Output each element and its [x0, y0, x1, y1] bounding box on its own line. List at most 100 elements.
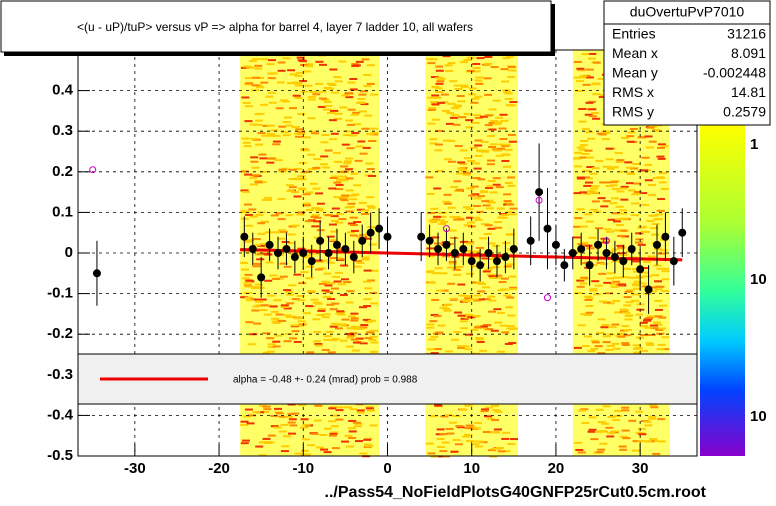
heatmap-cell — [263, 196, 272, 199]
data-point — [257, 273, 266, 282]
heatmap-cell — [349, 332, 358, 335]
heatmap-cell — [609, 184, 618, 187]
heatmap-cell — [471, 281, 480, 284]
heatmap-cell — [612, 280, 621, 283]
heatmap-cell — [502, 431, 511, 434]
heatmap-cell — [577, 177, 586, 180]
heatmap-cell — [335, 406, 344, 409]
heatmap-cell — [473, 114, 482, 117]
heatmap-cell — [317, 267, 326, 270]
heatmap-cell — [632, 260, 641, 263]
heatmap-cell — [655, 213, 664, 216]
heatmap-cell — [462, 206, 471, 209]
heatmap-cell — [362, 318, 371, 321]
heatmap-cell — [303, 204, 312, 207]
heatmap-cell — [437, 446, 446, 449]
heatmap-cell — [580, 139, 589, 142]
heatmap-cell — [357, 98, 366, 101]
heatmap-cell — [296, 213, 305, 216]
heatmap-cell — [274, 159, 283, 162]
heatmap-cell — [447, 206, 456, 209]
heatmap-cell — [254, 283, 263, 286]
heatmap-cell — [445, 427, 454, 430]
heatmap-cell — [443, 193, 452, 196]
heatmap-cell — [500, 119, 509, 122]
heatmap-cell — [252, 76, 261, 79]
heatmap-cell — [240, 217, 249, 220]
heatmap-cell — [649, 404, 658, 407]
heatmap-cell — [466, 241, 475, 244]
heatmap-cell — [493, 308, 502, 311]
heatmap-cell — [434, 267, 443, 270]
heatmap-cell — [644, 179, 653, 182]
heatmap-cell — [365, 407, 374, 410]
heatmap-cell — [466, 221, 475, 224]
heatmap-cell — [595, 227, 604, 230]
heatmap-cell — [602, 165, 611, 168]
heatmap-cell — [464, 313, 473, 316]
heatmap-cell — [475, 246, 484, 249]
x-tick-label: 20 — [548, 460, 565, 477]
heatmap-cell — [631, 293, 640, 296]
heatmap-cell — [457, 314, 466, 317]
heatmap-cell — [606, 272, 615, 275]
heatmap-cell — [304, 65, 313, 68]
heatmap-cell — [449, 80, 458, 83]
heatmap-cell — [289, 424, 298, 427]
heatmap-cell — [353, 184, 362, 187]
heatmap-cell — [241, 439, 250, 442]
title-box — [0, 0, 552, 53]
heatmap-cell — [500, 68, 509, 71]
heatmap-cell — [448, 229, 457, 232]
heatmap-cell — [624, 161, 633, 164]
heatmap-cell — [616, 332, 625, 335]
heatmap-cell — [490, 119, 499, 122]
heatmap-cell — [466, 69, 475, 72]
heatmap-cell — [267, 434, 276, 437]
heatmap-cell — [497, 311, 506, 314]
heatmap-cell — [637, 136, 646, 139]
heatmap-cell — [453, 104, 462, 107]
heatmap-cell — [329, 138, 338, 141]
heatmap-cell — [283, 435, 292, 438]
heatmap-cell — [441, 441, 450, 444]
heatmap-cell — [330, 219, 339, 222]
heatmap-cell — [427, 254, 436, 257]
heatmap-cell — [246, 422, 255, 425]
heatmap-cell — [251, 166, 260, 169]
heatmap-cell — [620, 217, 629, 220]
heatmap-cell — [244, 285, 253, 288]
heatmap-cell — [575, 89, 584, 92]
heatmap-cell — [644, 163, 653, 166]
heatmap-cell — [257, 232, 266, 235]
heatmap-cell — [329, 68, 338, 71]
data-point — [316, 236, 325, 245]
heatmap-cell — [504, 148, 513, 151]
heatmap-cell — [300, 271, 309, 274]
heatmap-cell — [609, 202, 618, 205]
data-point — [383, 232, 392, 241]
heatmap-cell — [597, 318, 606, 321]
heatmap-cell — [286, 184, 295, 187]
heatmap-cell — [362, 146, 371, 149]
heatmap-cell — [248, 208, 257, 211]
heatmap-cell — [359, 326, 368, 329]
heatmap-cell — [497, 256, 506, 259]
heatmap-cell — [347, 108, 356, 111]
heatmap-cell — [588, 236, 597, 239]
heatmap-cell — [278, 168, 287, 171]
heatmap-cell — [279, 262, 288, 265]
heatmap-cell — [288, 186, 297, 189]
heatmap-cell — [490, 447, 499, 450]
heatmap-cell — [240, 66, 249, 69]
heatmap-cell — [613, 415, 622, 418]
heatmap-cell — [619, 212, 628, 215]
heatmap-cell — [477, 178, 486, 181]
heatmap-cell — [589, 263, 598, 266]
heatmap-cell — [241, 268, 250, 271]
heatmap-cell — [621, 136, 630, 139]
heatmap-cell — [486, 163, 495, 166]
heatmap-cell — [646, 219, 655, 222]
heatmap-cell — [491, 431, 500, 434]
heatmap-cell — [489, 455, 498, 458]
